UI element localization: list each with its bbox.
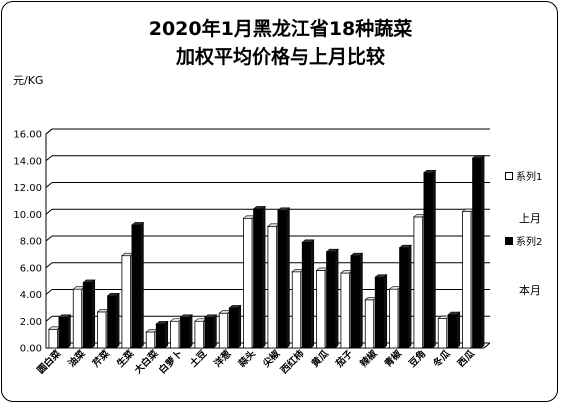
y-tick-label: 10.00 xyxy=(13,210,42,221)
x-tick-label: 茄子 xyxy=(333,347,356,370)
bar-series2 xyxy=(179,314,193,349)
x-tick-label: 西红柿 xyxy=(278,347,307,376)
y-tick-label: 16.00 xyxy=(13,130,42,141)
gridline-side xyxy=(45,208,53,215)
x-tick-label: 大白菜 xyxy=(132,347,161,376)
x-tick-label: 豆角 xyxy=(406,348,428,370)
bar-series2 xyxy=(228,304,242,349)
gridline-side xyxy=(45,155,53,162)
x-tick-label: 油菜 xyxy=(66,347,88,369)
x-tick-label: 土豆 xyxy=(187,347,209,369)
bar-series2 xyxy=(58,314,72,349)
x-tick-label: 黄瓜 xyxy=(309,347,331,369)
bar-series2 xyxy=(447,311,461,349)
x-tick-label: 辣椒 xyxy=(358,347,380,369)
legend-swatch-series2 xyxy=(505,236,513,245)
gridline-side xyxy=(45,182,53,188)
floor-right-edge xyxy=(483,342,491,349)
x-tick-label: 西瓜 xyxy=(456,348,478,370)
bar-series2 xyxy=(350,252,364,349)
bar-series2 xyxy=(204,314,218,349)
y-axis-unit-label: 元/KG xyxy=(13,74,44,87)
legend-label-series1: 系列1 xyxy=(516,172,543,183)
x-tick-label: 青椒 xyxy=(382,347,404,369)
legend-item-series1: 系列1 xyxy=(505,168,542,183)
y-tick-label: 12.00 xyxy=(13,183,42,194)
gridline-side xyxy=(45,289,53,295)
bar-series2 xyxy=(155,320,169,349)
annotation-last-month: 上月 xyxy=(519,212,541,225)
x-tick-label: 蒜头 xyxy=(236,347,258,369)
bar-series2 xyxy=(301,239,315,349)
gridline-side xyxy=(45,262,53,269)
bar-series2 xyxy=(374,273,388,349)
bar-series2 xyxy=(252,205,266,349)
bar-series2 xyxy=(471,154,485,349)
x-tick-label: 白萝卜 xyxy=(156,348,185,377)
annotation-this-month: 本月 xyxy=(519,284,541,297)
legend-swatch-series1 xyxy=(505,171,513,180)
bar-series2 xyxy=(423,169,437,349)
y-tick-label: 8.00 xyxy=(20,237,42,248)
chart-subtitle: 加权平均价格与上月比较 xyxy=(175,46,385,68)
legend-item-series2: 系列2 xyxy=(505,233,542,248)
y-tick-label: 14.00 xyxy=(13,156,42,167)
legend-label-series2: 系列2 xyxy=(516,237,543,248)
y-tick-label: 6.00 xyxy=(20,263,42,274)
bar-series2 xyxy=(277,207,291,349)
gridline-side xyxy=(45,235,53,242)
bar-series2 xyxy=(82,279,96,349)
gridline-side xyxy=(45,128,53,135)
bar-series2 xyxy=(325,248,339,349)
y-tick-label: 0.00 xyxy=(20,344,42,355)
x-tick-label: 生菜 xyxy=(114,347,136,369)
y-tick-label: 2.00 xyxy=(20,317,42,328)
x-tick-label: 洋葱 xyxy=(212,347,234,369)
gridline-side xyxy=(45,315,53,322)
chart-title: 2020年1月黑龙江省18种蔬菜 xyxy=(148,18,413,40)
bar-series2 xyxy=(398,244,412,349)
bar-series2 xyxy=(106,292,120,349)
x-tick-label: 冬瓜 xyxy=(431,347,453,369)
x-tick-label: 尖椒 xyxy=(260,347,282,369)
y-tick-label: 4.00 xyxy=(20,290,42,301)
bar-series2 xyxy=(131,221,145,349)
x-tick-label: 芹菜 xyxy=(90,347,112,369)
